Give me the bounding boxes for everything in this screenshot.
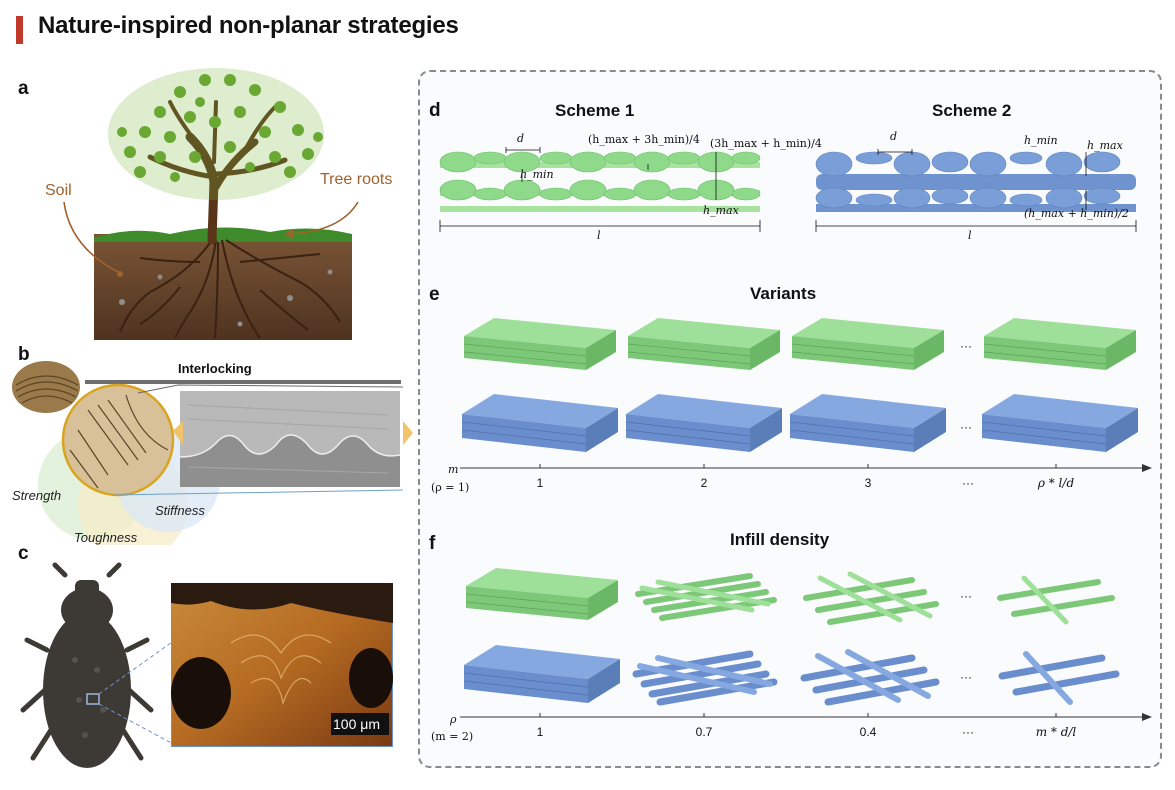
d-symbol-2: d — [890, 130, 898, 143]
variants-tick-n: ρ * l/d — [1037, 476, 1075, 490]
eq-hmax-3hmin: (h_max + 3h_min)/4 — [588, 133, 700, 146]
eq-hmax-hmin-half: (h_max + h_min)/2 — [1024, 207, 1129, 220]
panel-a-label: a — [18, 78, 29, 99]
interlocking-label: Interlocking — [178, 361, 252, 376]
scheme-2-heading: Scheme 2 — [932, 101, 1012, 120]
variant-green-2 — [627, 318, 780, 381]
infill-tick-ellipsis: ··· — [962, 725, 974, 739]
eq-3hmax-hmin: (3h_max + h_min)/4 — [710, 137, 822, 150]
scheme-2-diagram — [815, 149, 1137, 232]
panel-c-label: c — [18, 543, 29, 564]
scheme-1-diagram — [439, 147, 761, 232]
tree-roots-illustration — [63, 68, 359, 340]
panel-d-label: d — [429, 100, 441, 121]
panel-e-label: e — [429, 284, 440, 305]
variants-axis-cond: (ρ = 1) — [431, 481, 470, 494]
l-symbol-1: l — [597, 229, 601, 242]
variant-blue-2 — [625, 394, 782, 461]
variants-axis-var: m — [448, 463, 459, 476]
variant-blue-n — [981, 394, 1138, 461]
variants-tick-1: 1 — [536, 476, 544, 490]
scheme-1-heading: Scheme 1 — [555, 101, 635, 120]
variant-blue-3 — [789, 394, 946, 461]
variant-green-3 — [791, 318, 944, 381]
variant-green-n — [983, 318, 1136, 381]
hmax-label-1: h_max — [703, 204, 739, 217]
infill-tick-1: 1 — [536, 725, 544, 739]
infill-blue-1 — [463, 645, 620, 712]
infill-axis-cond: (m = 2) — [431, 730, 474, 743]
infill-green-2 — [632, 566, 780, 633]
ellipsis-e-green: ··· — [960, 339, 972, 353]
toughness-label: Toughness — [74, 530, 138, 545]
micrograph-image — [171, 583, 393, 747]
variants-axis — [460, 464, 1152, 472]
infill-green-n — [994, 570, 1120, 633]
infill-tick-n: m * d/l — [1035, 725, 1077, 739]
infill-density-heading: Infill density — [730, 530, 830, 549]
ellipsis-e-blue: ··· — [960, 420, 972, 434]
infill-green-1 — [465, 568, 618, 631]
infill-blue-3 — [798, 646, 942, 715]
variants-heading: Variants — [750, 284, 817, 303]
infill-green-3 — [800, 568, 942, 635]
variant-green-1 — [463, 318, 616, 381]
infill-blue-n — [996, 646, 1124, 713]
beetle-illustration — [20, 562, 175, 768]
ellipsis-f-green: ··· — [960, 589, 972, 603]
shell-interlocking-illustration — [12, 361, 413, 545]
hmin-label-1: h_min — [520, 168, 554, 181]
interlocking-bar — [85, 380, 401, 384]
infill-blue-2 — [630, 644, 782, 715]
page-title: Nature-inspired non-planar strategies — [38, 12, 459, 39]
ellipsis-f-blue: ··· — [960, 670, 972, 684]
variants-tick-2: 2 — [700, 476, 708, 490]
variant-blue-1 — [461, 394, 618, 461]
panel-f-label: f — [429, 533, 436, 554]
infill-tick-3: 0.4 — [859, 725, 877, 739]
infill-axis — [460, 713, 1152, 721]
infill-tick-2: 0.7 — [695, 725, 713, 739]
strength-label: Strength — [12, 488, 62, 503]
soil-label: Soil — [45, 182, 72, 199]
hmin-label-2: h_min — [1024, 134, 1058, 147]
scale-bar-label: 100 μm — [333, 716, 380, 732]
variants-tick-3: 3 — [864, 476, 872, 490]
variants-tick-ellipsis: ··· — [962, 476, 974, 490]
hmax-label-2: h_max — [1087, 139, 1123, 152]
tree-roots-label: Tree roots — [320, 171, 393, 188]
l-symbol-2: l — [968, 229, 972, 242]
d-symbol-1: d — [517, 132, 525, 145]
stiffness-label: Stiffness — [155, 503, 205, 518]
title-accent-bar — [16, 16, 23, 44]
panel-b-label: b — [18, 344, 30, 365]
infill-axis-var: ρ — [450, 713, 457, 726]
